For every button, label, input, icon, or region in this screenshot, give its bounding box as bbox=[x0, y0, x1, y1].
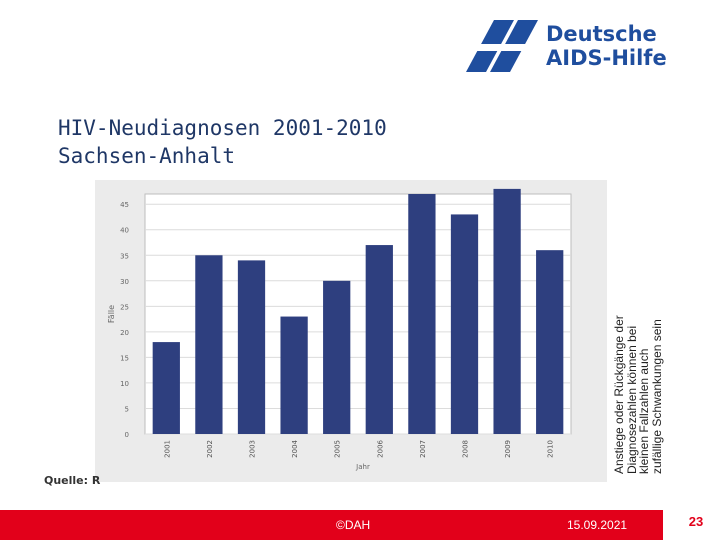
bar-chart: 0 5 10 15 20 25 30 35 40 45 2001 2002 2003 2004 2005 20… bbox=[95, 180, 607, 482]
x-tick-label: 2007 bbox=[419, 440, 427, 458]
x-axis-label: Jahr bbox=[355, 463, 370, 471]
y-tick-label: 35 bbox=[120, 252, 129, 260]
side-note-line-3: kleinen Fallzahlen auch bbox=[637, 348, 651, 474]
bar-2009 bbox=[493, 188, 521, 434]
x-tick-label: 2009 bbox=[504, 440, 512, 458]
y-tick-label: 15 bbox=[120, 354, 129, 362]
x-tick-label: 2003 bbox=[249, 440, 257, 458]
y-tick-label: 0 bbox=[125, 431, 129, 439]
side-note: Anstiege oder Rückgänge der Diagnosezahl… bbox=[612, 174, 685, 474]
x-tick-label: 2001 bbox=[163, 440, 171, 458]
slide-title: HIV-Neudiagnosen 2001-2010 Sachsen-Anhal… bbox=[58, 114, 387, 170]
bar-2006 bbox=[365, 245, 393, 434]
y-tick-label: 10 bbox=[120, 380, 129, 388]
bar-chart-svg: 0 5 10 15 20 25 30 35 40 45 2001 2002 2003 2004 2005 20… bbox=[95, 180, 607, 482]
source-label: Quelle: R bbox=[44, 474, 101, 487]
logo-text: Deutsche AIDS-Hilfe bbox=[546, 22, 667, 70]
x-tick-label: 2010 bbox=[547, 440, 555, 458]
bar-2003 bbox=[237, 260, 266, 434]
x-tick-label: 2006 bbox=[376, 439, 384, 457]
x-tick-label: 2004 bbox=[291, 439, 299, 457]
y-tick-label: 40 bbox=[120, 227, 129, 235]
y-tick-label: 5 bbox=[125, 405, 129, 413]
x-tick-label: 2002 bbox=[206, 440, 214, 458]
y-tick-label: 20 bbox=[120, 329, 129, 337]
bar-2004 bbox=[280, 316, 308, 434]
y-tick-label: 30 bbox=[120, 278, 129, 286]
y-tick-label: 45 bbox=[120, 201, 129, 209]
footer-date: 15.09.2021 bbox=[567, 518, 628, 532]
logo: Deutsche AIDS-Hilfe bbox=[466, 18, 676, 74]
bar-2007 bbox=[408, 194, 436, 434]
logo-mark-icon bbox=[466, 20, 538, 72]
bar-2010 bbox=[536, 250, 564, 434]
y-axis-label: Fälle bbox=[107, 305, 116, 323]
bar-2008 bbox=[450, 214, 479, 434]
page-number: 23 bbox=[688, 514, 704, 529]
bar-2001 bbox=[152, 342, 180, 434]
bar-2002 bbox=[195, 255, 223, 434]
y-tick-label: 25 bbox=[120, 303, 129, 311]
slide-title-line-1: HIV-Neudiagnosen 2001-2010 bbox=[58, 116, 387, 140]
x-tick-label: 2008 bbox=[462, 440, 470, 458]
side-note-line-4: zufällige Schwankungen sein bbox=[649, 319, 664, 474]
bar-2005 bbox=[323, 280, 351, 434]
footer-copyright: ©DAH bbox=[336, 518, 371, 532]
logo-line-2: AIDS-Hilfe bbox=[546, 46, 667, 70]
x-tick-label: 2005 bbox=[334, 440, 342, 458]
slide-title-line-2: Sachsen-Anhalt bbox=[58, 144, 236, 168]
side-note-line-1: Anstiege oder Rückgänge der bbox=[612, 315, 626, 474]
logo-line-1: Deutsche bbox=[546, 22, 657, 46]
footer-bar: ©DAH 15.09.2021 bbox=[0, 510, 663, 540]
